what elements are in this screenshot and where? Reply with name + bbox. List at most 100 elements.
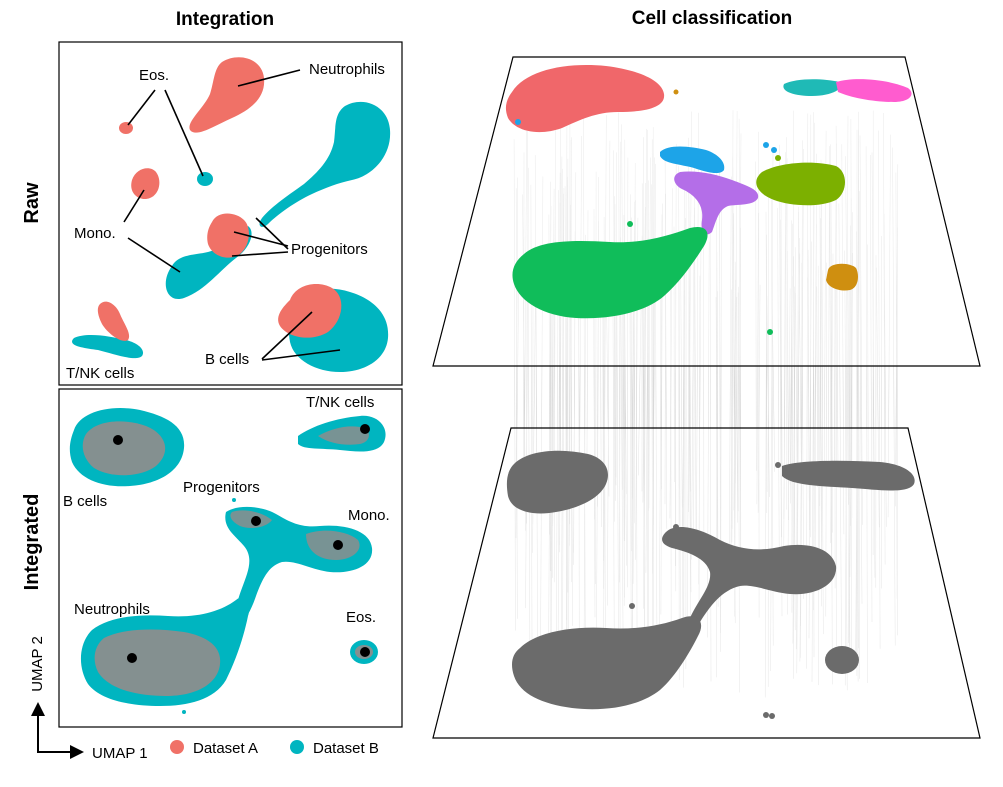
connector-line <box>603 115 607 641</box>
connector-line <box>848 225 851 643</box>
progenitors-purple-cluster <box>674 171 759 235</box>
int-stray-cell <box>182 710 186 714</box>
connector-line <box>793 293 796 679</box>
connector-line <box>764 247 767 698</box>
connector-line <box>733 279 736 511</box>
gray-stray-cell <box>763 712 769 718</box>
connector-line <box>794 247 798 551</box>
raw-tnk-a-cluster <box>97 301 130 341</box>
connector-line <box>859 135 863 525</box>
connector-line <box>777 207 780 551</box>
connector-line <box>691 207 695 560</box>
connector-line <box>756 212 759 505</box>
connector-line <box>613 150 616 501</box>
raw-progenitors-a-cluster <box>207 213 249 258</box>
connector-line <box>867 244 869 486</box>
connector-line <box>707 241 710 638</box>
raw-progenitors-label: Progenitors <box>291 241 368 258</box>
connector-line <box>693 225 695 548</box>
connector-line <box>664 157 668 529</box>
connector-line <box>859 191 863 604</box>
connector-line <box>816 286 818 488</box>
connector-line <box>844 115 849 686</box>
stray-blue-cell <box>515 119 521 125</box>
umap1-axis-label: UMAP 1 <box>92 745 148 762</box>
connector-line <box>856 111 859 661</box>
connector-line <box>830 144 833 685</box>
integration-header: Integration <box>176 9 274 30</box>
connector-line <box>797 253 801 474</box>
legend-dataset-b-swatch <box>290 740 304 754</box>
mono-olive-cell <box>775 155 781 161</box>
legend-dataset-a-swatch <box>170 740 184 754</box>
int-progenitors-label: Progenitors <box>183 479 260 496</box>
connector-line <box>612 285 615 683</box>
umap1-arrow-icon <box>70 745 84 759</box>
connector-line <box>878 130 881 649</box>
cell-classification-header: Cell classification <box>632 8 793 29</box>
raw-neutrophils-label: Neutrophils <box>309 61 385 78</box>
gray-bcells-cluster <box>506 450 608 514</box>
integrated-umap-panel: T/NK cells B cells Progenitors Mono. Neu… <box>58 388 403 728</box>
gray-stray-cell <box>629 603 635 609</box>
connector-line <box>892 147 896 646</box>
connector-line <box>819 218 821 506</box>
int-neutrophils-label: Neutrophils <box>74 601 150 618</box>
gray-eos-cluster <box>825 646 859 674</box>
bcells-green-cell <box>767 329 773 335</box>
int-tnk-a-overlay <box>318 426 369 445</box>
gray-progenitors-mono-cluster <box>662 526 837 628</box>
raw-umap-panel: Eos. Neutrophils Mono. Progenitors B cel… <box>58 41 403 386</box>
progenitors-blue-cluster <box>660 146 725 174</box>
umap-axes: UMAP 2 UMAP 1 <box>29 636 148 762</box>
connector-line <box>642 182 646 503</box>
connector-line <box>819 174 822 591</box>
connector-line <box>644 128 647 541</box>
progenitors-blue-cell <box>763 142 769 148</box>
connector-line <box>865 146 868 684</box>
connector-line <box>583 110 586 699</box>
progenitors-blue-cell <box>771 147 777 153</box>
integrated-centroids <box>113 424 370 663</box>
connector-line <box>627 157 629 588</box>
connector-line <box>716 291 718 586</box>
connector-line <box>801 262 804 599</box>
connector-line <box>680 252 684 636</box>
connector-line <box>638 299 642 476</box>
connector-line <box>698 275 701 622</box>
raw-eos-b-cluster <box>197 172 213 186</box>
umap2-arrow-icon <box>31 702 45 716</box>
connector-line <box>648 157 651 509</box>
raw-eos-label: Eos. <box>139 67 169 84</box>
raw-neutrophils-a-cluster <box>189 57 265 133</box>
int-bcells-a-overlay <box>82 421 166 476</box>
legend-dataset-b-label: Dataset B <box>313 740 379 757</box>
centroid-tnk <box>360 424 370 434</box>
connector-line <box>819 205 822 567</box>
centroid-eos <box>360 647 370 657</box>
connector-line <box>783 152 786 588</box>
connector-line <box>655 276 658 633</box>
connector-line <box>616 270 619 655</box>
connector-line <box>516 277 520 486</box>
connector-line <box>779 144 782 538</box>
int-eos-label: Eos. <box>346 609 376 626</box>
eos-pink-cluster <box>836 79 912 102</box>
connector-line <box>636 298 638 661</box>
connector-line <box>870 154 873 623</box>
connector-line <box>562 168 564 485</box>
connector-line <box>687 234 690 652</box>
gray-stray-cell <box>769 713 775 719</box>
int-stray-cell <box>232 498 236 502</box>
raw-tnk-label: T/NK cells <box>66 365 134 382</box>
connector-line <box>618 112 621 670</box>
mono-olive-cluster <box>756 162 845 206</box>
tnk-orange-cluster <box>826 263 858 291</box>
connector-line <box>755 161 757 471</box>
connector-line <box>766 296 770 498</box>
connector-line <box>670 254 672 648</box>
connector-line <box>719 159 721 497</box>
int-mono-label: Mono. <box>348 507 390 524</box>
centroid-bcells <box>113 435 123 445</box>
int-mono-a-overlay <box>306 530 360 560</box>
